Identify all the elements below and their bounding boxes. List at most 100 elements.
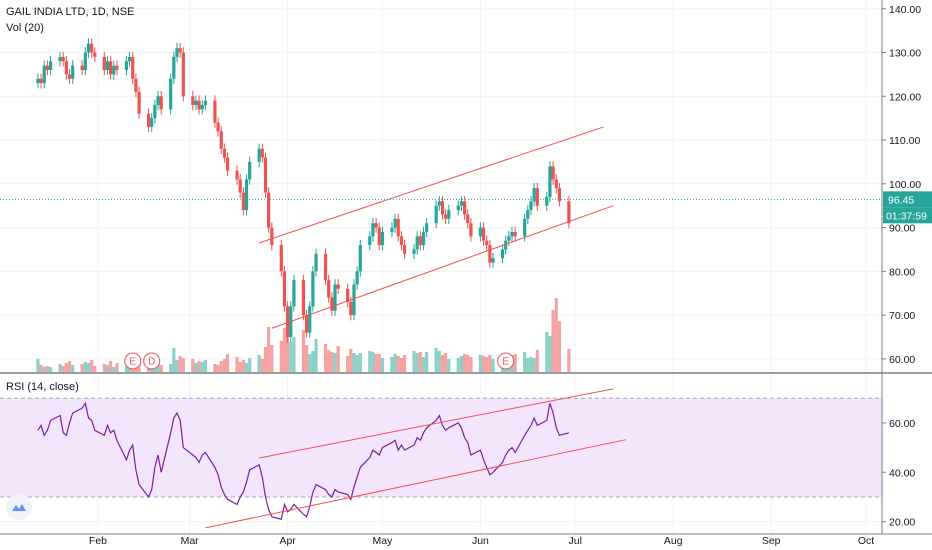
rsi-line [0,397,882,520]
volume-bar [67,361,72,372]
event-marker-E[interactable]: E [497,352,515,370]
candle-body [418,236,422,246]
volume-bar [222,359,227,372]
candle-body [548,166,552,197]
volume-legend[interactable]: Vol (20) [6,22,44,34]
trendline-drawings[interactable] [0,126,882,529]
candle-body [380,231,385,246]
price-tick-label: 60.00 [889,354,915,366]
candle-body [371,223,375,237]
candle-body [216,122,220,132]
volume-bar [469,357,473,372]
volume-bar [459,356,464,372]
volume-bar [440,355,445,372]
volume-bar [244,363,249,372]
volume-bar [349,349,353,372]
candle-body [368,236,372,246]
candle-body [349,301,353,316]
volume-bar [178,356,182,372]
price-tick-label: 80.00 [889,266,915,278]
candle-body [219,131,223,149]
volume-bar [557,321,562,372]
volume-bar [412,351,416,372]
candle-body [485,240,489,246]
candle-body [134,78,138,92]
volume-bar [39,365,43,372]
rsi-legend[interactable]: RSI (14, close) [6,381,79,393]
volume-bar [267,327,271,372]
volume-bar [402,355,407,372]
candle-body [330,297,334,311]
candle-body [336,284,340,289]
volume-bar [444,353,448,372]
event-marker-label: D [148,357,155,368]
event-marker-D[interactable]: D [143,352,161,370]
volume-bar [225,354,230,372]
event-marker-E[interactable]: E [124,352,142,370]
candle-body [311,271,315,307]
volume-bar [172,348,176,372]
candle-body [93,52,97,57]
volume-bar [213,364,217,372]
volume-bar [200,362,204,372]
price-trendline [259,126,604,244]
event-marker-circle [143,352,161,370]
candle-body [399,236,403,246]
candle-body [64,61,68,75]
tradingview-logo-icon[interactable] [6,494,32,520]
candle-body [323,253,328,281]
volume-bar [286,335,290,372]
candle-body [197,100,201,110]
volume-bar [90,360,94,372]
candle-body [412,249,416,254]
volume-bar [279,341,283,372]
time-tick-label: Sep [762,535,781,547]
candle-body [279,245,283,272]
event-marker-label: E [502,357,509,368]
candle-body [551,166,555,180]
volume-bar [197,361,201,372]
candle-body [267,192,271,228]
volume-bar [270,345,274,372]
volume-bar [421,357,426,372]
symbol-legend[interactable]: GAIL INDIA LTD, 1D, NSE [6,6,135,18]
candle-body [567,201,571,224]
volume-bar [425,352,429,372]
candle-body [393,218,397,228]
candle-body [491,258,495,263]
candle-body [545,196,549,206]
candle-body [421,231,426,246]
volume-bar [529,357,533,372]
last-price-box [883,191,932,208]
volume-bar [535,350,539,372]
volume-bar [567,349,571,372]
volume-bar [58,364,62,372]
volume-bar [323,344,328,372]
candle-body [333,284,337,311]
countdown-box [883,207,932,224]
candle-body [459,201,464,206]
candle-body [80,65,84,71]
candle-body [172,56,176,79]
time-tick-label: Jul [569,535,582,547]
rsi-trendline [259,388,614,459]
candle-body [90,43,94,53]
volume-bar [491,359,495,372]
candle-body [71,65,75,79]
countdown-label: 01:37:59 [886,210,927,222]
candle-body [137,91,141,114]
event-marker-circle [497,352,515,370]
volume-bar [216,365,220,372]
volume-bar [374,354,378,372]
volume-bar [485,357,489,372]
candle-body [444,214,448,219]
candle-body [437,201,441,206]
candle-body [286,306,290,337]
volume-bar [301,330,306,372]
candle-body [105,61,110,71]
time-tick-label: Aug [664,535,683,547]
candle-body [355,271,359,285]
